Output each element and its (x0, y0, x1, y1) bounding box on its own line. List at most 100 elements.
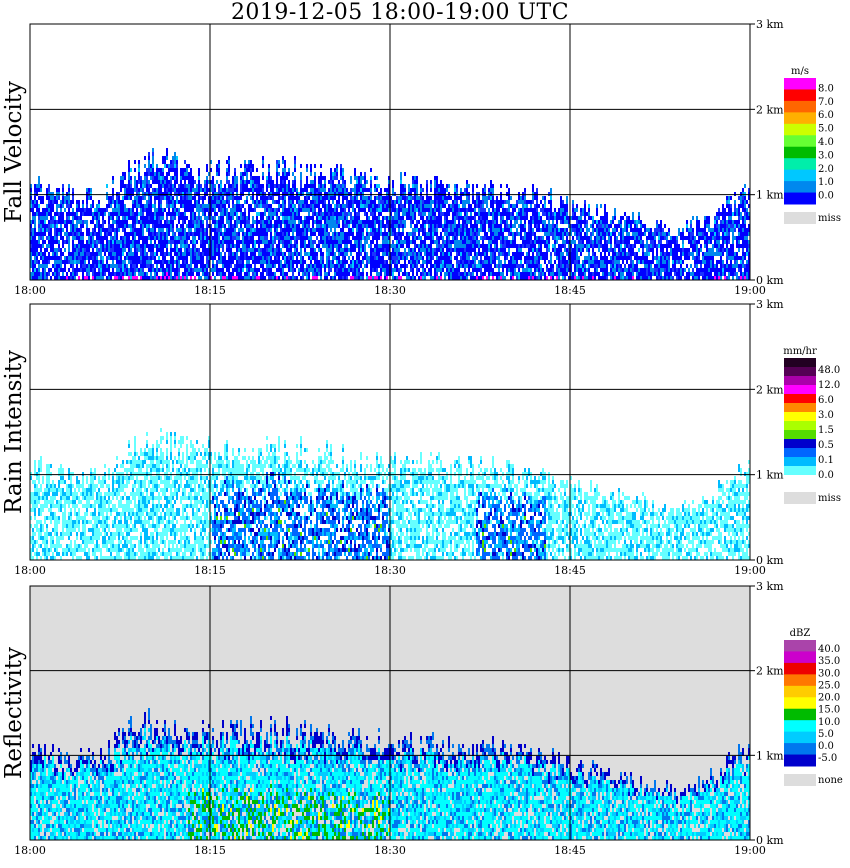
colorbar-swatch (784, 743, 816, 755)
colorbar-label: 8.0 (818, 83, 834, 94)
colorbar-label: 5.0 (818, 124, 834, 135)
y-tick-label: 3 km (756, 18, 784, 31)
colorbar-label: 0.0 (818, 470, 834, 481)
colorbar-swatch (784, 135, 816, 147)
x-tick-label: 18:15 (194, 844, 226, 857)
colorbar-swatch (784, 640, 816, 652)
colorbar-missing-label: none (818, 775, 843, 786)
colorbar-swatch (784, 376, 816, 386)
colorbar-unit: dBZ (790, 628, 811, 639)
figure: 18:00 18:15 18:30 18:45 19:000 km1 km2 km3 k… (0, 0, 850, 868)
colorbar-swatch (784, 170, 816, 182)
colorbar-unit: m/s (791, 66, 809, 77)
colorbar-swatch (784, 651, 816, 663)
colorbar-label: 5.0 (818, 729, 834, 740)
x-tick-label: 18:30 (374, 284, 406, 297)
colorbar-swatch (784, 686, 816, 698)
colorbar-label: 6.0 (818, 110, 834, 121)
colorbar-label: 30.0 (818, 668, 840, 679)
x-tick-label: 18:45 (554, 844, 586, 857)
colorbar-label: 1.0 (818, 177, 834, 188)
y-tick-label: 2 km (756, 103, 784, 116)
x-tick-label: 18:45 (554, 564, 586, 577)
colorbar-label: 0.0 (818, 741, 834, 752)
colorbar-missing-label: miss (818, 493, 841, 504)
y-tick-label: 3 km (756, 298, 784, 311)
x-tick-label: 18:00 (14, 284, 46, 297)
colorbar-swatch (784, 430, 816, 440)
colorbar-swatch (784, 466, 816, 476)
y-tick-label: 2 km (756, 383, 784, 396)
panel-2: 18:00 18:15 18:30 18:45 19:000 km1 km2 km3 k… (1, 298, 841, 577)
colorbar-label: 0.0 (818, 191, 834, 202)
colorbar-label: 7.0 (818, 97, 834, 108)
colorbar-swatch (784, 124, 816, 136)
colorbar-swatch (784, 663, 816, 675)
colorbar-swatch (784, 674, 816, 686)
y-axis-label: Reflectivity (1, 647, 27, 779)
panel-1: 18:00 18:15 18:30 18:45 19:000 km1 km2 km3 k… (1, 18, 841, 297)
colorbar-swatch (784, 755, 816, 767)
x-tick-label: 18:15 (194, 564, 226, 577)
colorbar-swatch (784, 439, 816, 449)
y-tick-label: 1 km (756, 189, 784, 202)
colorbar-label: 3.0 (818, 150, 834, 161)
y-axis-label: Fall Velocity (1, 81, 27, 223)
y-tick-label: 2 km (756, 665, 784, 678)
colorbar-swatch (784, 732, 816, 744)
x-tick-label: 18:30 (374, 564, 406, 577)
colorbar-missing-label: miss (818, 213, 841, 224)
colorbar-missing-swatch (784, 492, 816, 504)
colorbar: dBZ40.035.030.025.020.015.010.05.00.0-5.… (784, 628, 843, 786)
colorbar-label: 25.0 (818, 680, 840, 691)
colorbar: m/s 8.0 7.0 6.0 5.0 4.0 3.0 2.0 1.0 0.0 miss (784, 66, 841, 224)
colorbar-label: 35.0 (818, 656, 840, 667)
colorbar-swatch (784, 403, 816, 413)
colorbar-swatch (784, 193, 816, 205)
colorbar-swatch (784, 720, 816, 732)
colorbar-label: 0.5 (818, 440, 834, 451)
colorbar-swatch (784, 385, 816, 395)
colorbar-label: 10.0 (818, 717, 840, 728)
colorbar-swatch (784, 358, 816, 368)
y-tick-label: 0 km (756, 554, 784, 567)
y-axis-label: Rain Intensity (1, 350, 27, 514)
x-tick-label: 18:45 (554, 284, 586, 297)
y-tick-label: 3 km (756, 580, 784, 593)
colorbar-missing-swatch (784, 774, 816, 786)
colorbar-swatch (784, 89, 816, 101)
colorbar-label: 20.0 (818, 693, 840, 704)
colorbar-label: 2.0 (818, 164, 834, 175)
colorbar-swatch (784, 181, 816, 193)
colorbar-label: 15.0 (818, 705, 840, 716)
colorbar-swatch (784, 158, 816, 170)
y-tick-label: 0 km (756, 834, 784, 847)
y-tick-label: 1 km (756, 469, 784, 482)
colorbar-swatch (784, 147, 816, 159)
colorbar-missing-swatch (784, 212, 816, 224)
y-tick-label: 1 km (756, 749, 784, 762)
colorbar-label: 1.5 (818, 425, 834, 436)
x-tick-label: 18:15 (194, 284, 226, 297)
x-tick-label: 18:00 (14, 844, 46, 857)
colorbar-label: 4.0 (818, 137, 834, 148)
colorbar-swatch (784, 394, 816, 404)
x-tick-label: 18:30 (374, 844, 406, 857)
colorbar-swatch (784, 709, 816, 721)
colorbar-label: 6.0 (818, 395, 834, 406)
colorbar-swatch (784, 475, 816, 485)
colorbar-label: 0.1 (818, 455, 834, 466)
y-tick-label: 0 km (756, 274, 784, 287)
colorbar-label: 12.0 (818, 380, 840, 391)
colorbar-swatch (784, 448, 816, 458)
colorbar-label: -5.0 (818, 753, 837, 764)
colorbar-swatch (784, 421, 816, 431)
colorbar-unit: mm/hr (783, 346, 817, 357)
colorbar-swatch (784, 367, 816, 377)
colorbar-swatch (784, 697, 816, 709)
panel-3: 18:00 18:15 18:30 18:45 19:000 km1 km2 km3 k… (1, 580, 843, 857)
colorbar-swatch (784, 457, 816, 467)
colorbar-swatch (784, 412, 816, 422)
colorbar-label: 3.0 (818, 410, 834, 421)
